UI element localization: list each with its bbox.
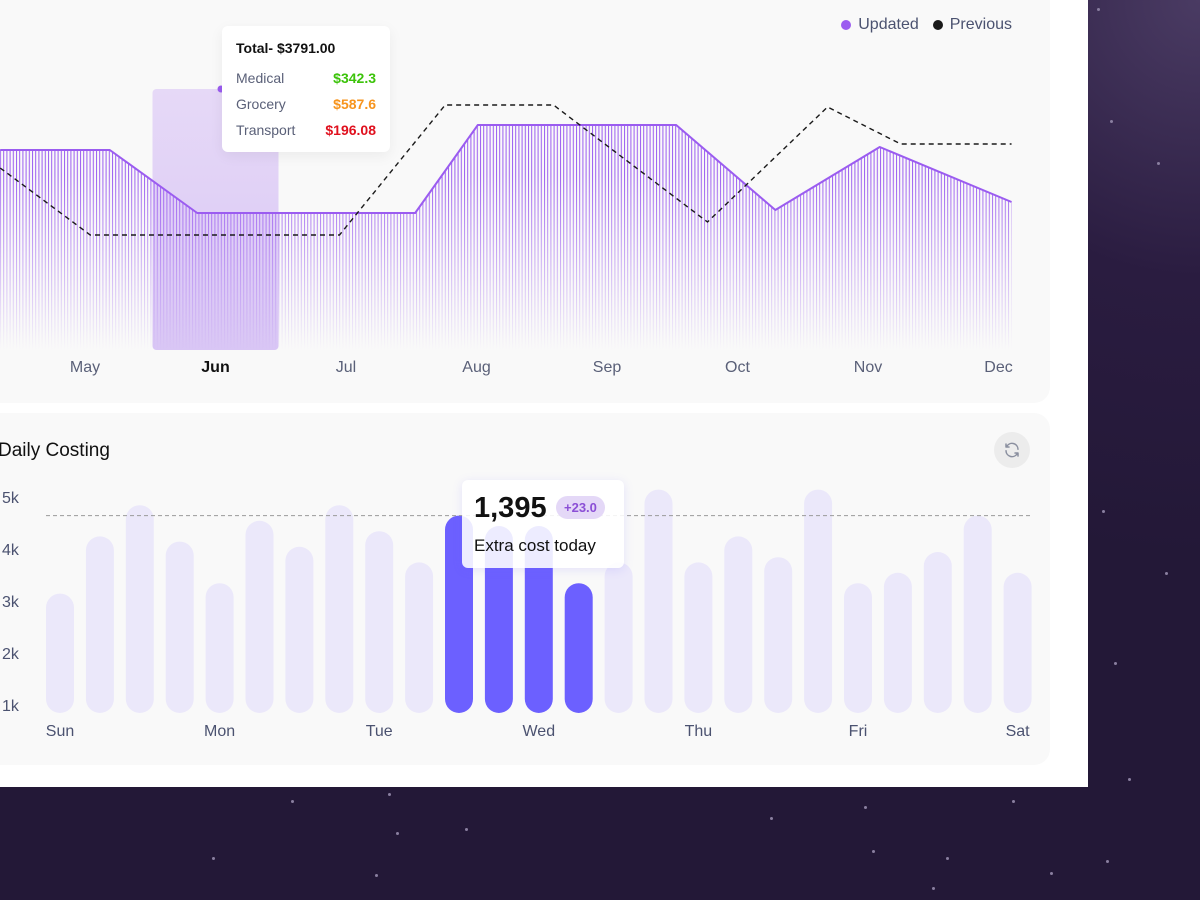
updated-line bbox=[0, 124, 1012, 214]
month-label[interactable]: Aug bbox=[462, 359, 491, 376]
day-bar[interactable] bbox=[604, 562, 633, 713]
day-bar[interactable] bbox=[1003, 572, 1032, 713]
month-label[interactable]: May bbox=[69, 359, 101, 376]
star bbox=[1110, 120, 1113, 123]
day-label: Sat bbox=[1005, 723, 1030, 740]
day-bar[interactable] bbox=[125, 505, 154, 713]
day-label: Wed bbox=[522, 723, 556, 740]
background-glow bbox=[1088, 0, 1200, 787]
expense-trend-panel: Updated Previous Total- $3791.00 Medical… bbox=[0, 0, 1050, 403]
day-bar[interactable] bbox=[644, 489, 673, 713]
star bbox=[1102, 510, 1105, 513]
tooltip-label: Grocery bbox=[236, 96, 286, 112]
previous-dot-icon bbox=[932, 20, 943, 30]
y-tick-label: 1k bbox=[2, 698, 19, 715]
day-bar[interactable] bbox=[724, 536, 753, 713]
day-bar[interactable] bbox=[804, 489, 833, 713]
day-bar[interactable] bbox=[923, 552, 952, 713]
day-bar[interactable] bbox=[46, 593, 74, 713]
updated-area-fill bbox=[0, 125, 1012, 350]
day-bar[interactable] bbox=[165, 541, 194, 713]
star bbox=[465, 828, 468, 831]
y-tick-label: 5k bbox=[2, 490, 19, 507]
bar-chart bbox=[46, 489, 1032, 713]
star bbox=[388, 793, 391, 796]
tooltip-row-grocery: Grocery $587.6 bbox=[236, 96, 376, 112]
month-label[interactable]: Nov bbox=[853, 359, 883, 376]
day-bar[interactable] bbox=[684, 562, 713, 713]
refresh-icon bbox=[1005, 442, 1019, 458]
day-label: Thu bbox=[684, 723, 713, 740]
panel-title: Daily Costing bbox=[0, 440, 110, 461]
day-bar[interactable] bbox=[325, 505, 354, 713]
day-bar[interactable] bbox=[844, 583, 872, 713]
change-badge: +23.0 bbox=[556, 496, 605, 519]
tooltip-label: Medical bbox=[236, 70, 285, 86]
legend-label: Previous bbox=[949, 16, 1012, 33]
month-label[interactable]: Sep bbox=[592, 359, 622, 376]
day-bar[interactable] bbox=[764, 557, 793, 713]
chart-legend: Updated Previous bbox=[841, 16, 1012, 34]
area-chart bbox=[0, 85, 1012, 350]
legend-previous[interactable]: Previous bbox=[932, 16, 1012, 34]
day-bar[interactable] bbox=[85, 536, 114, 713]
day-label: Sun bbox=[45, 723, 75, 740]
star bbox=[1114, 662, 1117, 665]
day-label: Fri bbox=[848, 723, 868, 740]
star bbox=[872, 850, 875, 853]
tooltip-label: Extra cost today bbox=[474, 536, 596, 555]
star bbox=[291, 800, 294, 803]
day-label: Mon bbox=[204, 723, 236, 740]
star bbox=[770, 817, 773, 820]
day-bar[interactable] bbox=[405, 562, 434, 713]
updated-dot-icon bbox=[841, 20, 852, 30]
star bbox=[1097, 8, 1100, 11]
tooltip-value: $342.3 bbox=[333, 70, 376, 86]
day-label: Tue bbox=[365, 723, 393, 740]
tooltip-value: 1,395 bbox=[474, 492, 547, 524]
tooltip-row-medical: Medical $342.3 bbox=[236, 70, 376, 86]
tooltip-row-transport: Transport $196.08 bbox=[236, 122, 376, 138]
day-bar[interactable] bbox=[365, 531, 394, 713]
day-bar[interactable] bbox=[883, 572, 912, 713]
star bbox=[396, 832, 399, 835]
star bbox=[946, 857, 949, 860]
day-bar[interactable] bbox=[205, 583, 234, 713]
day-bar[interactable] bbox=[524, 526, 553, 713]
legend-updated[interactable]: Updated bbox=[841, 16, 919, 34]
month-tooltip: Total- $3791.00 Medical $342.3 Grocery $58… bbox=[222, 26, 390, 152]
day-bar[interactable] bbox=[285, 546, 314, 713]
y-tick-label: 4k bbox=[2, 542, 19, 559]
month-label[interactable]: Jul bbox=[335, 359, 357, 376]
refresh-button[interactable] bbox=[994, 432, 1030, 468]
dashboard-card: Updated Previous Total- $3791.00 Medical… bbox=[0, 0, 1088, 787]
tooltip-value: $587.6 bbox=[333, 96, 376, 112]
month-label[interactable]: Dec bbox=[984, 359, 1013, 376]
legend-label: Updated bbox=[858, 16, 919, 33]
star bbox=[375, 874, 378, 877]
star bbox=[1012, 800, 1015, 803]
star bbox=[212, 857, 215, 860]
day-bar[interactable] bbox=[245, 520, 274, 713]
month-label[interactable]: Oct bbox=[725, 359, 750, 376]
day-bar[interactable] bbox=[484, 526, 513, 713]
y-tick-label: 3k bbox=[2, 594, 19, 611]
star bbox=[1165, 572, 1168, 575]
tooltip-label: Transport bbox=[236, 122, 296, 138]
day-bar[interactable] bbox=[564, 583, 593, 713]
star bbox=[1157, 162, 1160, 165]
star bbox=[864, 806, 867, 809]
star bbox=[1128, 778, 1131, 781]
tooltip-value: $196.08 bbox=[325, 122, 376, 138]
star bbox=[932, 887, 935, 890]
y-tick-label: 2k bbox=[2, 646, 19, 663]
daily-tooltip: 1,395 +23.0 Extra cost today bbox=[462, 480, 624, 568]
star bbox=[1106, 860, 1109, 863]
day-bar[interactable] bbox=[963, 515, 992, 713]
tooltip-total: Total- $3791.00 bbox=[236, 40, 336, 56]
star bbox=[1050, 872, 1053, 875]
month-label[interactable]: Jun bbox=[201, 359, 230, 376]
